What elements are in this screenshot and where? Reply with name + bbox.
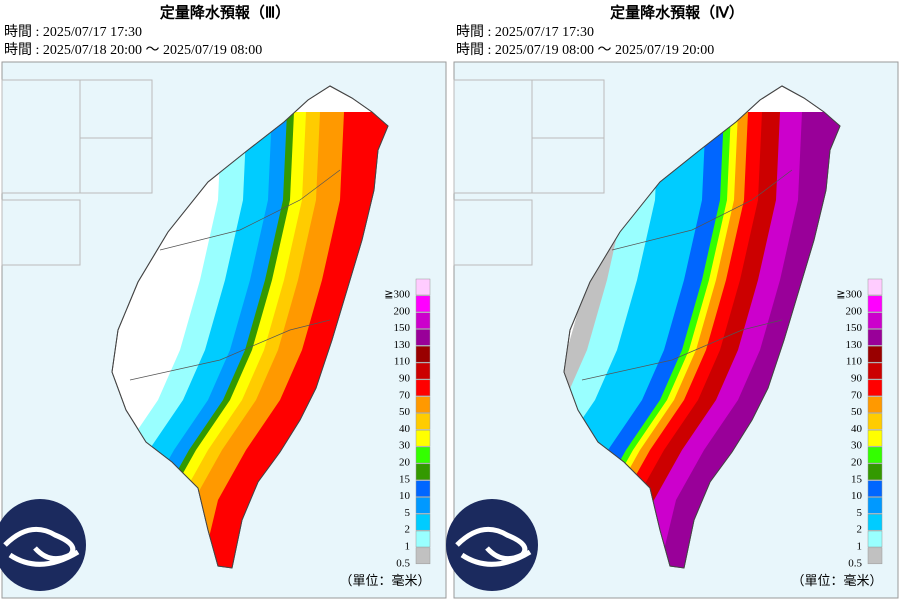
legend-label: 50 — [851, 406, 863, 418]
legend-swatch — [415, 480, 431, 497]
inset-box — [453, 79, 533, 194]
legend-swatch — [867, 329, 883, 346]
county-line — [159, 169, 341, 251]
legend-label: 40 — [399, 423, 411, 435]
inset-box — [453, 199, 533, 266]
legend-label: 0.5 — [848, 557, 862, 569]
legend-swatch — [415, 547, 431, 565]
logo-swirl — [3, 526, 80, 567]
legend-label: 90 — [399, 373, 411, 385]
rain-area — [658, 112, 840, 568]
legend-label: 110 — [846, 356, 863, 368]
legend-swatch — [867, 278, 883, 296]
legend-label: 40 — [851, 423, 863, 435]
unit-label: （單位：毫米） — [791, 573, 882, 588]
legend-label: 0.5 — [396, 557, 410, 569]
county-line — [129, 319, 331, 381]
legend-label: 5 — [857, 507, 863, 519]
legend-swatch — [867, 480, 883, 497]
legend-label: 200 — [394, 305, 411, 317]
legend-swatch — [415, 396, 431, 413]
legend-label: ≧300 — [384, 289, 410, 301]
logo-swirl — [455, 526, 532, 567]
legend-swatch — [415, 463, 431, 481]
legend-label: 70 — [851, 389, 863, 401]
legend-label: 10 — [399, 490, 411, 502]
legend-label: 30 — [399, 440, 411, 452]
legend-label: 15 — [851, 473, 863, 485]
legend-swatch — [867, 345, 883, 363]
logo — [446, 499, 538, 591]
legend-swatch — [415, 362, 431, 380]
map-panel: 定量降水預報（Ⅳ） 時間 : 2025/07/17 17:30 時間 : 2025/… — [446, 3, 899, 599]
inset-box — [1, 79, 81, 194]
legend-swatch — [415, 446, 431, 464]
coast — [111, 85, 389, 569]
legend-swatch — [867, 513, 883, 531]
county-line — [581, 319, 783, 381]
legend-label: 200 — [846, 305, 863, 317]
coast — [563, 85, 841, 569]
legend-swatch — [415, 429, 431, 447]
legend-label: 1 — [857, 541, 863, 553]
legend-swatch — [867, 379, 883, 397]
legend-swatch — [867, 497, 883, 514]
legend-swatch — [867, 312, 883, 329]
valid-time: 時間 : 2025/07/19 08:00 ～ 2025/07/19 20:00 — [456, 42, 714, 58]
map-title: 定量降水預報（Ⅳ） — [610, 3, 744, 21]
legend-label: 110 — [394, 356, 411, 368]
legend-label: 90 — [851, 373, 863, 385]
legend-label: 20 — [851, 457, 863, 469]
legend-label: 150 — [394, 322, 411, 334]
legend-swatch — [415, 413, 431, 430]
legend-label: 130 — [846, 339, 863, 351]
legend-label: ≧300 — [836, 289, 862, 301]
legend-swatch — [867, 463, 883, 481]
legend-swatch — [415, 497, 431, 514]
unit-label: （單位：毫米） — [339, 573, 430, 588]
legend-swatch — [867, 446, 883, 464]
legend-swatch — [415, 312, 431, 329]
legend-label: 70 — [399, 389, 411, 401]
legend-label: 2 — [857, 524, 863, 536]
legend-label: 10 — [851, 490, 863, 502]
legend-swatch — [867, 396, 883, 413]
county-line — [611, 169, 793, 251]
logo — [0, 499, 86, 591]
legend-label: 1 — [405, 541, 411, 553]
legend-label: 30 — [851, 440, 863, 452]
legend-label: 2 — [405, 524, 411, 536]
issued-time: 時間 : 2025/07/17 17:30 — [456, 24, 594, 40]
legend-swatch — [415, 345, 431, 363]
legend-label: 5 — [405, 507, 411, 519]
legend-label: 50 — [399, 406, 411, 418]
legend-swatch — [415, 379, 431, 397]
legend-swatch — [415, 295, 431, 313]
inset-box — [1, 199, 81, 266]
legend-swatch — [867, 413, 883, 430]
legend-swatch — [415, 278, 431, 296]
legend-label: 20 — [399, 457, 411, 469]
valid-time: 時間 : 2025/07/18 20:00 ～ 2025/07/19 08:00 — [4, 42, 262, 58]
legend-swatch — [867, 429, 883, 447]
issued-time: 時間 : 2025/07/17 17:30 — [4, 24, 142, 40]
legend-swatch — [867, 530, 883, 548]
rain-area — [200, 112, 388, 568]
legend-label: 15 — [399, 473, 411, 485]
legend-swatch — [415, 530, 431, 548]
legend-label: 130 — [394, 339, 411, 351]
map-panel: 定量降水預報（Ⅲ） 時間 : 2025/07/17 17:30 時間 : 2025/… — [0, 3, 447, 599]
legend-swatch — [415, 513, 431, 531]
map-title: 定量降水預報（Ⅲ） — [160, 3, 290, 21]
legend-swatch — [415, 329, 431, 346]
legend-label: 150 — [846, 322, 863, 334]
legend-swatch — [867, 295, 883, 313]
legend-swatch — [867, 362, 883, 380]
legend-swatch — [867, 547, 883, 565]
